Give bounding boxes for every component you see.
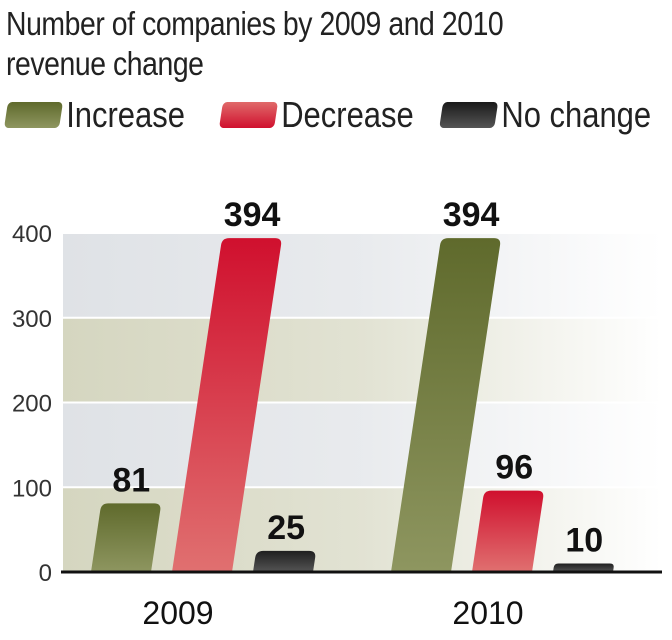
- gridlines: [63, 232, 662, 489]
- legend-item-decrease: Decrease: [219, 94, 414, 135]
- bar-no-change-2009: [253, 550, 316, 572]
- data-label: 10: [565, 522, 603, 560]
- chart-title-line-2: revenue change: [6, 45, 204, 82]
- background-band: [63, 487, 662, 572]
- bar-increase-2009: [91, 503, 161, 572]
- x-tick-label: 2010: [452, 595, 523, 631]
- chart-title: Number of companies by 2009 and 2010 rev…: [6, 4, 574, 84]
- background-bands: [63, 233, 662, 572]
- x-axis-labels: 2009 2010: [142, 595, 523, 631]
- legend-label-decrease: Decrease: [281, 94, 414, 135]
- y-tick-label: 400: [12, 221, 52, 248]
- x-tick-label: 2009: [142, 595, 213, 631]
- data-label: 96: [495, 449, 533, 487]
- legend-label-no-change: No change: [501, 94, 652, 135]
- data-labels: 81 394 394 96 25 10: [112, 196, 603, 559]
- bar-decrease-2009: [172, 238, 282, 572]
- legend-item-increase: Increase: [4, 94, 185, 135]
- y-tick-label: 100: [12, 475, 52, 502]
- chart-title-line-1: Number of companies by 2009 and 2010: [6, 5, 504, 42]
- y-axis-ticks: 0 100 200 300 400: [12, 221, 52, 587]
- data-label: 25: [267, 509, 305, 547]
- bars: [91, 238, 614, 572]
- legend-label-increase: Increase: [66, 94, 185, 135]
- data-label: 394: [443, 196, 500, 234]
- legend-item-no-change: No change: [439, 94, 652, 135]
- bar-increase-2010: [391, 238, 501, 572]
- data-label: 394: [224, 196, 281, 234]
- y-tick-label: 200: [12, 391, 52, 418]
- bar-decrease-2010: [472, 490, 544, 572]
- background-band: [63, 233, 662, 318]
- y-tick-label: 300: [12, 306, 52, 333]
- legend: Increase Decrease No change: [4, 94, 660, 135]
- bar-no-change-2010: [553, 563, 614, 572]
- data-label: 81: [112, 461, 150, 499]
- y-tick-label: 0: [39, 560, 52, 587]
- background-band: [63, 317, 662, 403]
- background-band: [63, 402, 662, 488]
